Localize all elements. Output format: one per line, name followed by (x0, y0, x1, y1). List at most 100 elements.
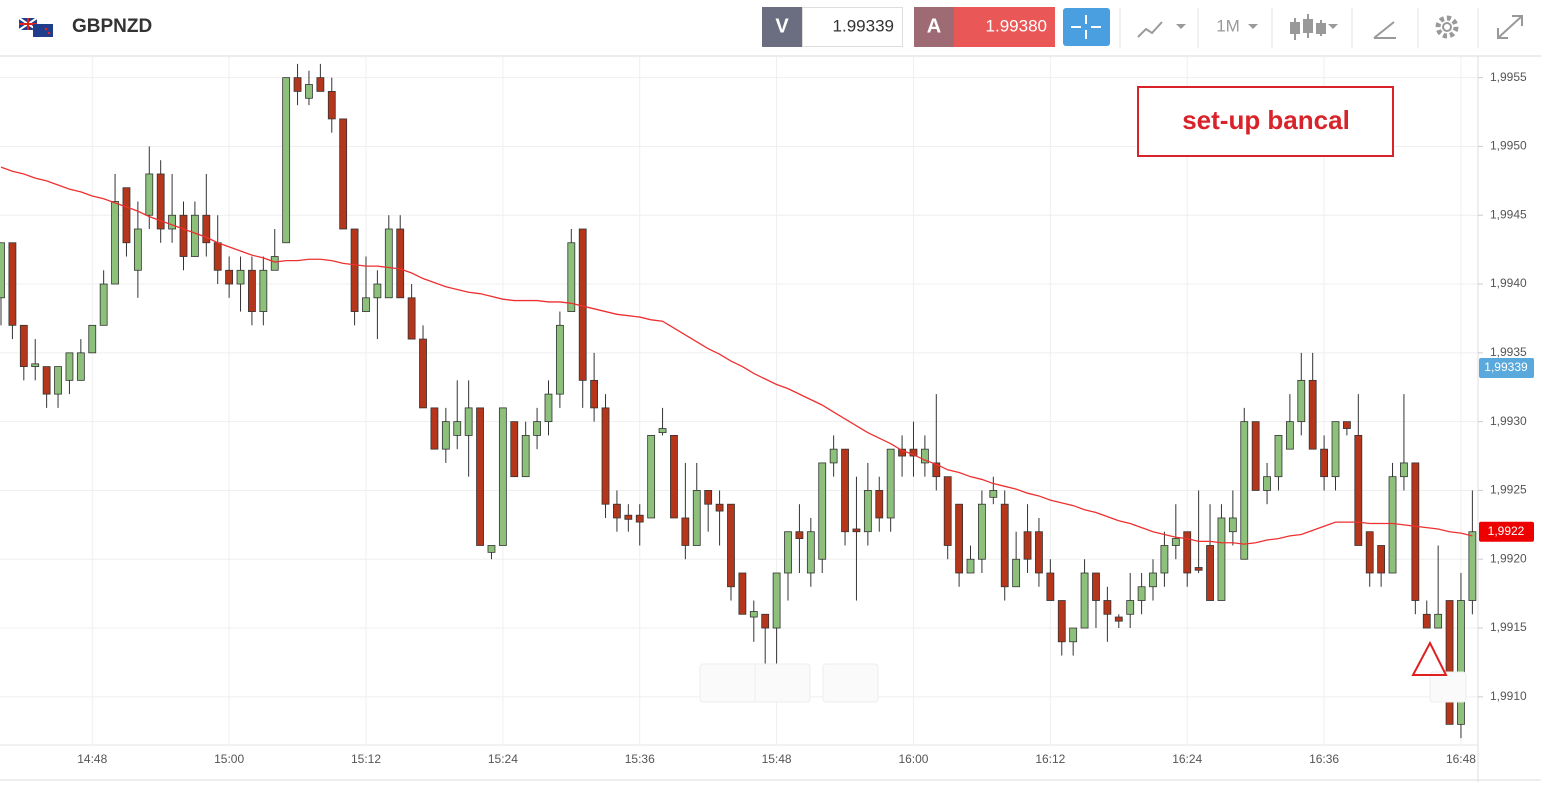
ask-box[interactable] (954, 7, 1055, 47)
y-tick-label: 1,9915 (1490, 620, 1527, 634)
candle-body (1468, 531, 1477, 601)
y-tick-label: 1,9940 (1490, 276, 1527, 290)
candle-body (681, 517, 690, 546)
candle-body (989, 490, 998, 498)
scroll-button[interactable] (822, 663, 879, 703)
candle-body (236, 269, 245, 285)
plot-area (0, 57, 1478, 745)
ask-label: A (927, 15, 941, 37)
candle-body (1377, 545, 1386, 574)
candle-body (122, 187, 131, 244)
candle-body (1035, 531, 1043, 574)
candle-body (384, 228, 393, 299)
candle-body (658, 428, 667, 434)
candle-body (316, 77, 325, 92)
ask-button[interactable] (914, 7, 954, 47)
candle-body (1411, 462, 1420, 601)
candle-body (1251, 421, 1260, 491)
candle-body (1217, 517, 1226, 601)
candle-body (453, 421, 462, 436)
candle-body (555, 324, 564, 395)
candle-body (0, 242, 5, 299)
candle-body (1422, 613, 1431, 629)
annotation: set-up bancal (1182, 105, 1350, 135)
scroll-button[interactable] (1429, 671, 1467, 703)
scroll-buttons (699, 663, 1467, 703)
candle-body (8, 242, 17, 326)
candle-body (430, 407, 439, 450)
candle-body (1331, 421, 1340, 478)
candle-body (613, 503, 621, 519)
candle-body (202, 214, 211, 244)
candle-body (168, 214, 176, 230)
candle-body (818, 462, 827, 560)
price-marker (1479, 521, 1534, 542)
candle-body (1114, 616, 1123, 622)
candle-body (282, 77, 291, 244)
candle-body (955, 503, 964, 574)
x-tick-label: 16:36 (1309, 752, 1339, 766)
candle-body (156, 173, 165, 230)
candle-body (1263, 476, 1271, 491)
candle-body (327, 91, 336, 120)
candle-body (1297, 379, 1306, 423)
candle-body (1354, 434, 1363, 546)
bid-label: V (775, 15, 789, 37)
timeframe[interactable]: 1M (1216, 16, 1240, 35)
candle-body (978, 503, 986, 560)
candle-body (601, 407, 610, 505)
candle-body (1012, 558, 1021, 588)
candle-body (533, 421, 541, 436)
candle-body (784, 531, 792, 574)
candle-body (1149, 572, 1157, 588)
candle-body (42, 366, 51, 395)
bid-box[interactable] (802, 7, 903, 47)
candle-body (1069, 627, 1078, 643)
candle-body (590, 379, 599, 409)
candle-body (111, 201, 119, 285)
candle-body (225, 269, 234, 285)
candle-body (191, 214, 199, 257)
crosshair-button[interactable] (1063, 8, 1110, 46)
candle-body (624, 514, 633, 520)
candle-body (635, 514, 644, 523)
candle-body (19, 324, 28, 368)
candle-body (1092, 572, 1100, 601)
candle-body (966, 558, 975, 574)
candle-body (99, 283, 108, 326)
candle-body (293, 77, 302, 92)
x-tick-label: 15:12 (351, 752, 381, 766)
x-tick-label: 16:00 (898, 752, 928, 766)
price-marker-label: 1,9922 (1488, 524, 1525, 538)
candle-body (670, 434, 678, 519)
symbol: GBPNZD (72, 16, 152, 37)
x-tick-label: 15:36 (625, 752, 655, 766)
candle-body (1080, 572, 1089, 629)
bid-button[interactable] (762, 7, 802, 47)
candle-body (1023, 531, 1032, 560)
candle-body (1457, 600, 1465, 725)
candle-body (863, 490, 872, 533)
x-tick-label: 15:48 (762, 752, 792, 766)
candle-body (1434, 613, 1443, 629)
triangle-marker (1411, 640, 1448, 676)
bid-price: 1.99339 (833, 16, 894, 35)
y-tick-label: 1,9910 (1490, 689, 1527, 703)
x-tick-label: 15:24 (488, 752, 518, 766)
candle-body (1308, 379, 1317, 450)
candle-body (715, 503, 724, 512)
candle-body (1228, 517, 1237, 533)
candle-body (419, 338, 427, 409)
candle-body (544, 393, 553, 423)
candle-body (1057, 600, 1066, 643)
candle-body (133, 228, 142, 271)
candle-body (704, 490, 713, 505)
candle-body (498, 407, 507, 546)
candle-body (179, 214, 188, 257)
candle-body (898, 448, 906, 457)
x-tick-label: 16:12 (1035, 752, 1065, 766)
candle-body (213, 242, 222, 271)
moving-average (0, 166, 1473, 545)
candle-body (1160, 545, 1169, 574)
flag-icon (18, 17, 53, 37)
